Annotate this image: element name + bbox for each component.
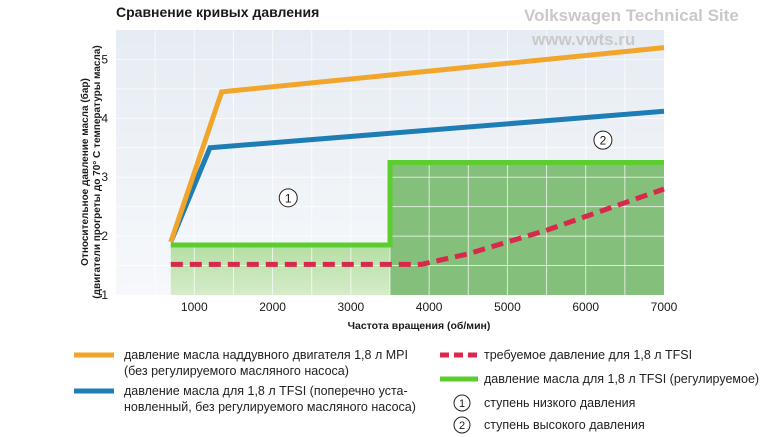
x-tick-label: 2000	[259, 300, 286, 314]
y-tick-label: 4	[101, 111, 108, 125]
legend-marker-1-circle	[453, 394, 471, 412]
legend-label-regulated: давление масла для 1,8 л TFSI (регулируе…	[484, 372, 760, 386]
legend-marker-2-number: 2	[459, 420, 465, 432]
legend-label-tfsi-transverse: давление масла для 1,8 л TFSI (поперечно…	[124, 384, 416, 414]
legend-marker-2-circle	[453, 416, 471, 434]
chart-title: Сравнение кривых давления	[116, 4, 319, 20]
x-tick-label: 5000	[494, 300, 521, 314]
x-axis-label: Частота вращения (об/мин)	[348, 320, 491, 332]
y-tick-label: 5	[101, 52, 108, 66]
annotation-stage-2-number: 2	[600, 134, 607, 148]
high-pressure-stage-area	[390, 162, 664, 295]
legend-label-high-stage: ступень высокого давления	[484, 418, 645, 432]
y-axis-label-line2: (двигатели прогреты до 70° С температуры…	[92, 45, 103, 298]
series-line-regulated	[170, 160, 664, 248]
x-tick-label: 6000	[572, 300, 599, 314]
legend-label-low-stage: ступень низкого давления	[484, 396, 636, 410]
legend-label-required: требуемое давление для 1,8 л TFSI	[484, 348, 693, 362]
watermark-title: Volkswagen Technical Site	[524, 6, 739, 25]
y-tick-label: 3	[101, 170, 108, 184]
annotation-stage-1-number: 1	[285, 191, 292, 205]
series-line-required	[170, 186, 665, 267]
y-tick-label: 1	[101, 288, 108, 302]
series-line-mpi	[168, 45, 665, 243]
x-tick-label: 4000	[416, 300, 443, 314]
x-tick-label: 1000	[181, 300, 208, 314]
annotation-stage-2-circle	[593, 130, 613, 150]
legend-label-mpi: давление масла наддувного двигателя 1,8 …	[124, 348, 408, 378]
y-axis-label-line1: Относительное давление масла (бар)	[79, 78, 91, 266]
annotation-stage-1-circle	[278, 188, 298, 208]
y-tick-label: 2	[101, 229, 108, 243]
x-tick-label: 3000	[338, 300, 365, 314]
watermark-url: www.vwts.ru	[532, 30, 636, 49]
low-pressure-stage-area	[170, 244, 390, 295]
x-tick-label: 7000	[651, 300, 678, 314]
legend-marker-1-number: 1	[459, 398, 465, 410]
